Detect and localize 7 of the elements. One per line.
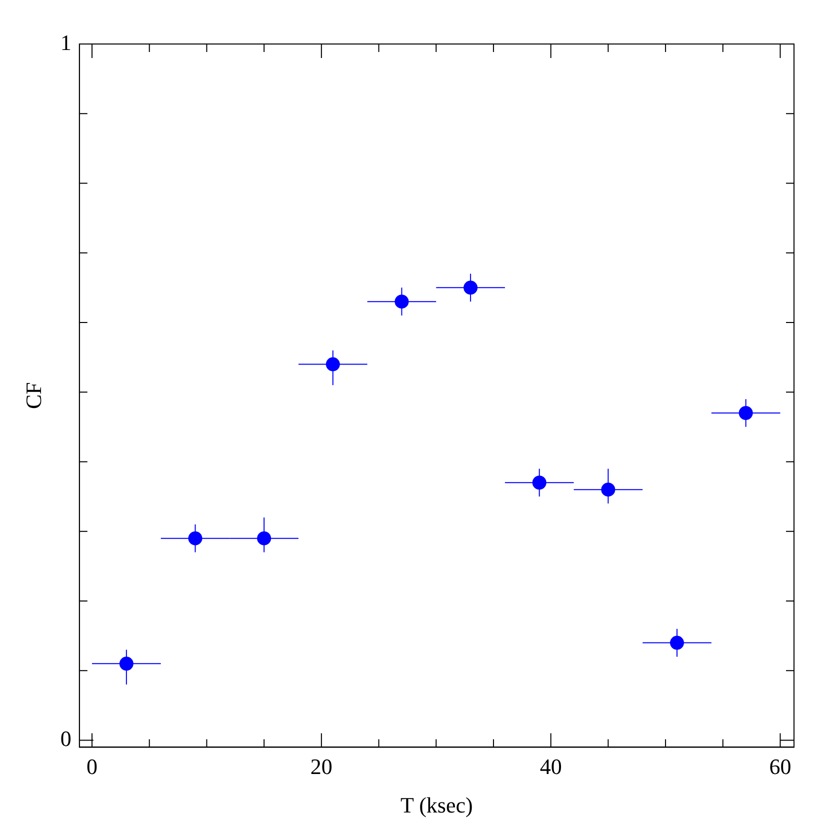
y-tick-label: 1 bbox=[60, 30, 72, 55]
x-tick-label: 40 bbox=[540, 754, 562, 780]
x-tick-label: 60 bbox=[769, 754, 792, 780]
x-tick-label: 0 bbox=[86, 754, 98, 780]
x-axis-title: T (ksec) bbox=[400, 792, 473, 818]
y-axis-title: CF bbox=[20, 382, 46, 410]
x-tick-label: 20 bbox=[310, 754, 332, 780]
